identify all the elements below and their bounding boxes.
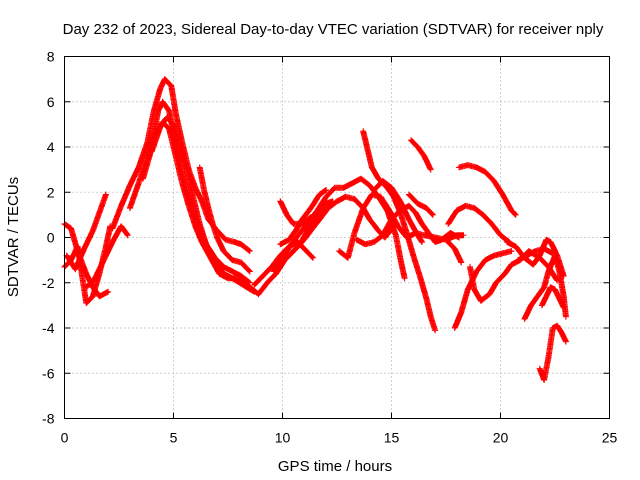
series-track-22 [445, 239, 465, 266]
series-track-15 [288, 198, 336, 257]
y-axis-label: SDTVAR / TECUs [5, 177, 22, 297]
data-point-markers [63, 191, 109, 273]
series-track-24 [445, 202, 513, 246]
data-point-markers [405, 191, 436, 218]
y-tick-label: 2 [47, 184, 55, 200]
x-tick-labels: 0 5 10 15 20 25 [61, 430, 618, 446]
series-track-7 [140, 119, 262, 298]
axis-ticks [64, 56, 610, 419]
y-tick-label: 4 [47, 139, 55, 155]
data-point-markers [514, 245, 556, 264]
data-point-markers [456, 162, 519, 218]
data-point-markers [371, 177, 426, 246]
data-point-markers [288, 198, 336, 257]
data-point-markers [536, 322, 569, 383]
data-point-markers [196, 164, 253, 275]
y-tick-label: -8 [42, 411, 55, 427]
y-tick-label: 0 [47, 230, 55, 246]
data-point-markers [148, 114, 258, 295]
grid [64, 56, 610, 419]
x-tick-label: 5 [170, 430, 178, 446]
series-track-21 [405, 191, 436, 218]
data-marks [61, 76, 569, 383]
series-track-11 [255, 193, 397, 298]
x-tick-label: 0 [61, 430, 69, 446]
data-point-markers [277, 198, 314, 227]
data-point-markers [360, 128, 439, 334]
data-point-markers [445, 202, 513, 246]
data-point-markers [408, 137, 434, 173]
series-track-8 [148, 114, 258, 295]
x-axis-label: GPS time / hours [278, 458, 392, 475]
y-tick-label: 6 [47, 94, 55, 110]
series-track-9 [196, 164, 253, 275]
y-tick-label: 8 [47, 49, 55, 65]
series-track-25 [451, 248, 515, 331]
y-tick-labels: 8 6 4 2 0 -2 -4 -6 -8 [42, 49, 55, 427]
x-tick-label: 15 [384, 430, 400, 446]
data-point-markers [255, 193, 397, 298]
series-track-29 [536, 322, 569, 383]
y-tick-label: -2 [42, 275, 55, 291]
data-point-markers [83, 223, 131, 291]
data-point-markers [538, 284, 567, 311]
x-tick-label: 20 [493, 430, 509, 446]
data-point-markers [451, 248, 515, 331]
series-track-3 [63, 191, 109, 273]
series-track-14 [277, 198, 314, 227]
series-track-20 [408, 137, 434, 173]
series-track-4 [83, 223, 131, 291]
series-track-23 [456, 162, 519, 218]
data-point-markers [140, 119, 262, 298]
x-tick-label: 10 [275, 430, 291, 446]
data-point-markers [445, 239, 465, 266]
series-track-31 [514, 245, 556, 264]
series-track-18 [360, 128, 439, 334]
y-tick-label: -4 [42, 320, 55, 336]
series-track-30 [538, 284, 567, 311]
x-tick-label: 25 [602, 430, 618, 446]
y-tick-label: -6 [42, 365, 55, 381]
chart-title: Day 232 of 2023, Sidereal Day-to-day VTE… [63, 21, 604, 38]
series-track-19 [371, 177, 426, 246]
